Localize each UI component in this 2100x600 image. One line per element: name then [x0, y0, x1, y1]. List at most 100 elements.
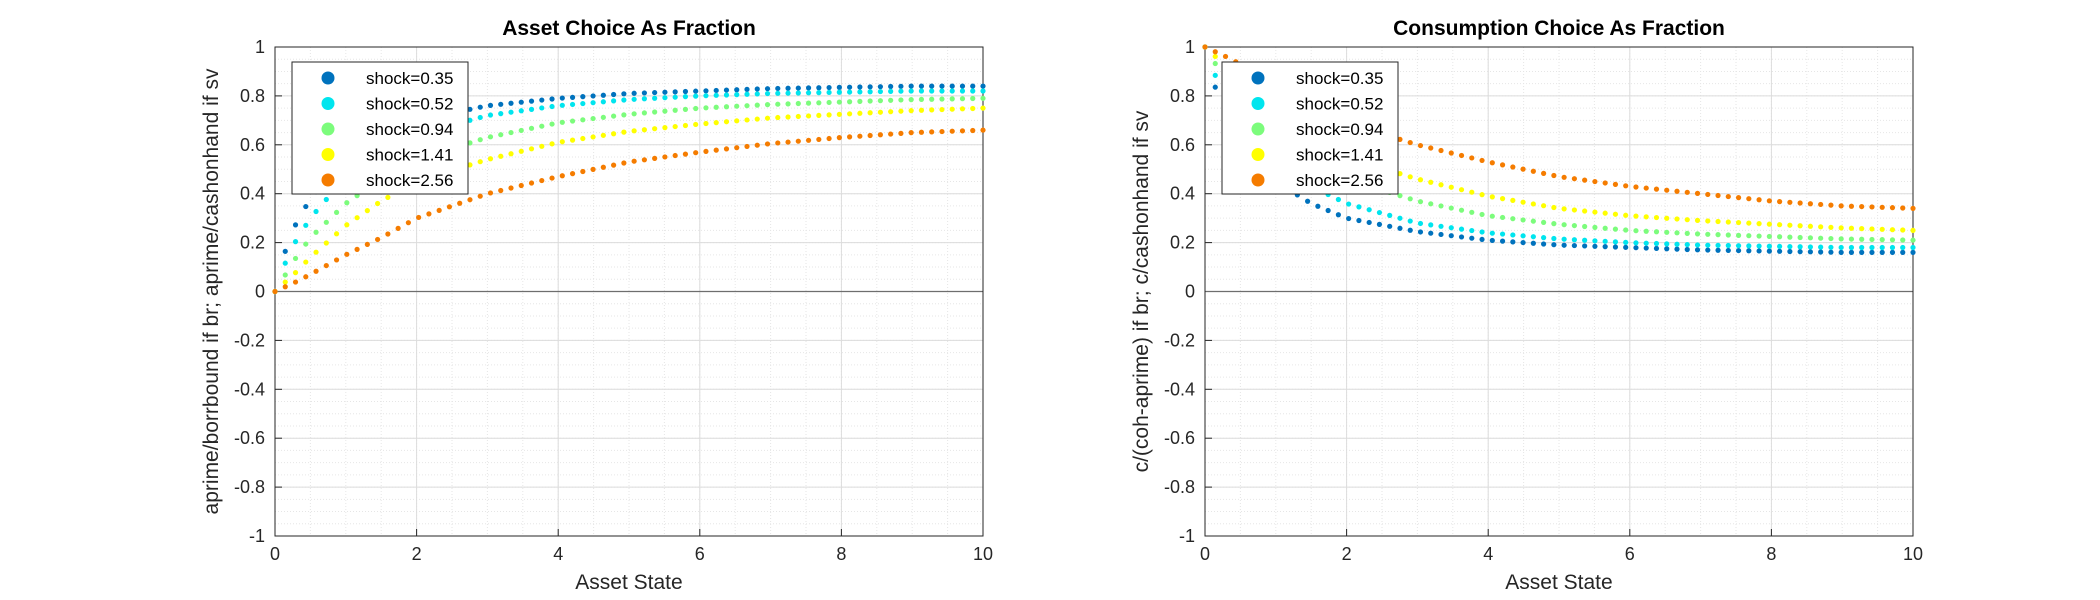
- data-point: [734, 145, 740, 151]
- data-point: [918, 107, 925, 113]
- data-point: [1756, 197, 1762, 203]
- data-point: [1715, 247, 1721, 253]
- data-point: [446, 204, 453, 210]
- series-shock=2.56: [272, 127, 986, 295]
- data-point: [518, 108, 524, 114]
- data-point: [1705, 191, 1711, 198]
- data-point: [785, 90, 791, 96]
- data-point: [313, 229, 319, 235]
- data-point: [282, 284, 288, 290]
- data-point: [816, 85, 822, 91]
- data-point: [744, 91, 750, 97]
- data-point: [918, 129, 925, 135]
- data-point: [1428, 145, 1434, 151]
- data-point: [826, 84, 832, 91]
- data-point: [292, 222, 299, 228]
- data-point: [652, 89, 658, 96]
- data-point: [1469, 227, 1475, 234]
- data-point: [867, 132, 873, 139]
- data-point: [929, 96, 935, 102]
- data-point: [723, 146, 730, 152]
- data-point: [1469, 189, 1475, 195]
- data-point: [1428, 201, 1434, 207]
- legend-marker: [321, 173, 335, 187]
- data-point: [888, 83, 894, 90]
- data-point: [693, 150, 699, 156]
- data-point: [888, 88, 894, 94]
- y-axis-label: aprime/borrbound if br; aprime/cashonhan…: [200, 68, 223, 514]
- data-point: [1520, 239, 1526, 246]
- data-point: [549, 141, 555, 147]
- data-point: [1510, 239, 1516, 245]
- data-point: [333, 231, 340, 237]
- data-point: [1756, 221, 1762, 227]
- data-point: [282, 279, 288, 285]
- data-point: [528, 125, 535, 131]
- data-point: [1818, 201, 1824, 208]
- data-point: [457, 200, 463, 206]
- data-point: [898, 97, 904, 103]
- data-point: [518, 148, 524, 154]
- data-point: [898, 88, 904, 94]
- data-point: [1448, 205, 1454, 211]
- data-point: [1910, 205, 1916, 211]
- data-point: [1705, 242, 1711, 248]
- data-point: [375, 200, 381, 207]
- data-point: [1602, 210, 1608, 216]
- data-point: [980, 105, 986, 111]
- y-tick-label: 0.6: [1170, 135, 1195, 155]
- data-point: [795, 85, 801, 91]
- data-point: [1848, 249, 1855, 255]
- data-point: [775, 85, 781, 92]
- data-point: [744, 143, 750, 150]
- data-point: [1520, 233, 1526, 239]
- data-point: [775, 90, 781, 96]
- data-point: [498, 132, 504, 138]
- data-point: [959, 106, 966, 112]
- data-point: [1633, 245, 1639, 251]
- data-point: [323, 196, 329, 203]
- data-point: [1910, 249, 1916, 255]
- data-point: [1838, 203, 1844, 209]
- data-point: [621, 112, 627, 118]
- data-point: [313, 208, 319, 215]
- data-point: [1818, 249, 1824, 255]
- data-point: [303, 203, 309, 210]
- data-point: [1561, 174, 1567, 180]
- data-point: [487, 102, 494, 108]
- data-point: [1571, 176, 1577, 182]
- data-point: [1489, 194, 1495, 200]
- chart-title: Consumption Choice As Fraction: [1393, 17, 1725, 40]
- legend-marker: [1251, 71, 1265, 85]
- data-point: [1499, 238, 1506, 244]
- data-point: [888, 131, 894, 137]
- data-point: [1346, 215, 1352, 222]
- data-point: [1643, 185, 1649, 191]
- data-point: [1551, 221, 1557, 227]
- data-point: [1684, 230, 1690, 236]
- data-point: [1571, 207, 1577, 213]
- data-point: [959, 83, 966, 89]
- legend-marker: [1251, 173, 1265, 187]
- data-point: [652, 109, 658, 115]
- data-point: [559, 139, 565, 145]
- data-point: [621, 160, 627, 166]
- y-tick-label: 0: [255, 282, 265, 302]
- data-point: [1315, 203, 1321, 209]
- legend-label: shock=0.52: [1296, 95, 1383, 114]
- data-point: [1397, 193, 1403, 199]
- data-point: [1212, 49, 1218, 55]
- data-point: [1376, 209, 1383, 216]
- data-point: [1582, 237, 1588, 243]
- data-point: [1551, 242, 1557, 248]
- data-point: [775, 140, 781, 146]
- data-point: [580, 117, 586, 123]
- data-point: [1715, 242, 1721, 248]
- y-tick-label: -0.2: [234, 330, 265, 350]
- data-point: [313, 268, 319, 274]
- data-point: [1848, 225, 1855, 231]
- data-point: [344, 251, 350, 257]
- data-point: [795, 113, 801, 120]
- data-point: [1387, 212, 1393, 218]
- legend: shock=0.35 shock=0.52 shock=0.94 shock=1.41…: [291, 61, 469, 195]
